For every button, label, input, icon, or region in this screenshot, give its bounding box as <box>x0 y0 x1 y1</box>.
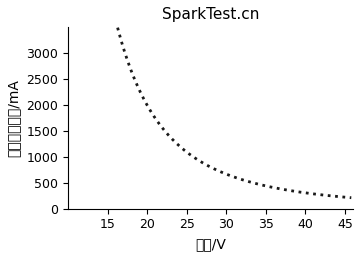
Title: SparkTest.cn: SparkTest.cn <box>162 7 259 22</box>
Y-axis label: 最大允许电流/mA: 最大允许电流/mA <box>7 79 21 157</box>
X-axis label: 电压/V: 电压/V <box>195 237 226 251</box>
